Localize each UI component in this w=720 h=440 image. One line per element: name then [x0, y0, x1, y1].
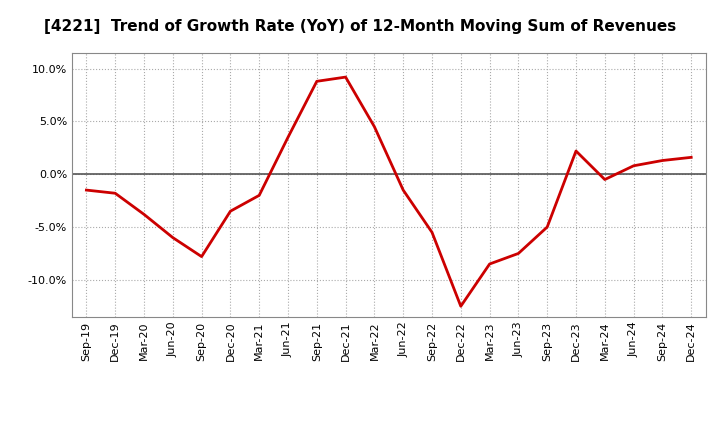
- Text: [4221]  Trend of Growth Rate (YoY) of 12-Month Moving Sum of Revenues: [4221] Trend of Growth Rate (YoY) of 12-…: [44, 19, 676, 34]
